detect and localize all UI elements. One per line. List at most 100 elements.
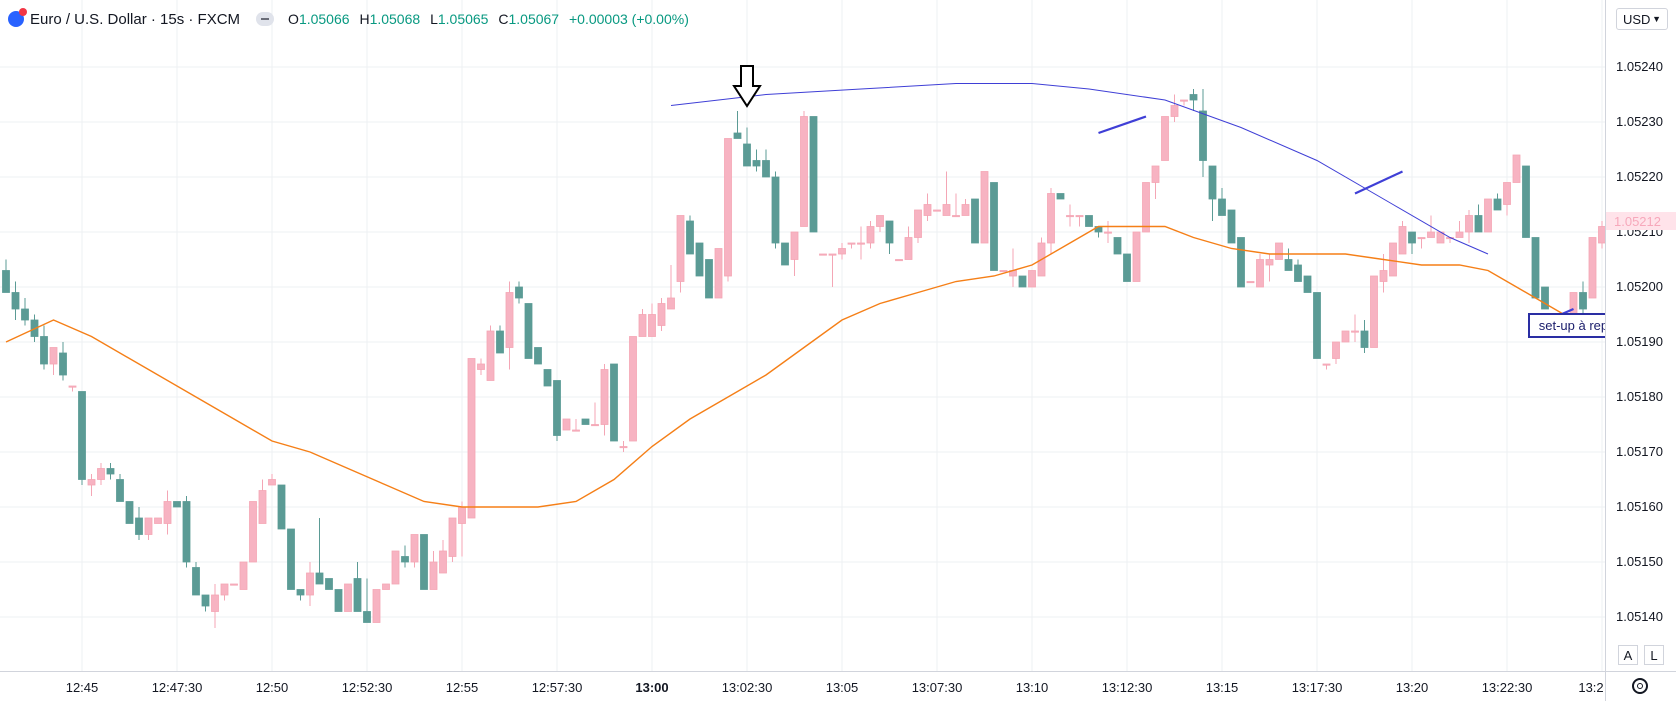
candle-body: [11, 292, 20, 310]
candle-body: [1085, 215, 1093, 227]
time-tick-label: 13:00: [635, 680, 669, 695]
candle-body: [1379, 270, 1388, 282]
candle-body: [610, 363, 618, 442]
log-scale-button[interactable]: L: [1644, 645, 1664, 665]
candle-body: [68, 385, 77, 388]
candle-body: [1531, 237, 1540, 299]
candle-body: [154, 517, 162, 524]
candle-body: [486, 330, 495, 381]
candle-body: [1104, 231, 1112, 234]
candle-body: [391, 550, 400, 585]
price-tick-label: 1.05220: [1616, 169, 1663, 184]
currency-select[interactable]: USD ▼: [1616, 8, 1668, 30]
candle-body: [334, 589, 343, 612]
symbol-title[interactable]: Euro / U.S. Dollar · 15s · FXCM: [30, 10, 241, 28]
candle-body: [1341, 330, 1350, 343]
candle-body: [543, 369, 552, 387]
candle-body: [211, 594, 219, 612]
candle-body: [1056, 193, 1065, 200]
ohlc-values: O1.05066 H1.05068 L1.05065 C1.05067 +0.0…: [288, 11, 689, 27]
time-tick-label: 13:10: [1015, 680, 1049, 695]
candle-body: [21, 308, 29, 321]
settings-gear-icon[interactable]: [1632, 678, 1648, 694]
candle-body: [866, 226, 875, 244]
candle-body: [1142, 182, 1150, 233]
candle-body: [505, 292, 514, 348]
candle-body: [1075, 215, 1084, 218]
candle-body: [638, 314, 647, 337]
candle-body: [562, 418, 571, 431]
candle-body: [885, 220, 894, 244]
high-label: H: [359, 11, 370, 27]
close-label: C: [498, 11, 509, 27]
candle-body: [315, 572, 324, 585]
chevron-down-icon: ▼: [1652, 14, 1661, 24]
candle-body: [1484, 198, 1492, 233]
candle-body: [999, 270, 1008, 273]
candle-body: [429, 561, 438, 590]
candle-body: [1208, 165, 1217, 200]
close-value: 1.05067: [508, 11, 560, 27]
price-axis[interactable]: USD ▼ 1.05240 1.05230 1.05220 1.05210 1.0520…: [1605, 0, 1676, 671]
hide-legend-icon[interactable]: [256, 12, 275, 26]
candle-body: [1047, 193, 1055, 244]
candle-body: [1474, 215, 1483, 233]
high-value: 1.05068: [369, 11, 421, 27]
candle-body: [819, 253, 827, 256]
candle-body: [125, 501, 134, 524]
candle-body: [904, 237, 913, 260]
time-axis[interactable]: 12:45 12:47:30 12:50 12:52:30 12:55 12:57:30 1…: [0, 671, 1605, 701]
candle-body: [1123, 253, 1131, 282]
auto-scale-button[interactable]: A: [1618, 645, 1638, 665]
candle-body: [1161, 116, 1169, 161]
candle-body: [743, 143, 751, 167]
candle-body: [961, 204, 970, 216]
candle-body: [401, 556, 409, 563]
price-tick-label: 1.05170: [1616, 444, 1663, 459]
candle-body: [1322, 363, 1331, 366]
candle-body: [657, 303, 666, 326]
candle-body: [800, 116, 808, 227]
candle-body: [1503, 182, 1511, 205]
change-value: +0.00003 (+0.00%): [568, 11, 689, 27]
candle-body: [59, 352, 67, 376]
price-tick-label: 1.05150: [1616, 554, 1663, 569]
candle-body: [838, 248, 846, 255]
open-label: O: [288, 11, 299, 27]
axis-corner[interactable]: [1605, 671, 1676, 701]
candle-body: [420, 534, 428, 590]
candle-body: [1218, 198, 1226, 216]
candle-body: [524, 303, 533, 359]
time-tick-label: 13:15: [1205, 680, 1239, 695]
candle-body: [220, 583, 229, 596]
time-tick-label: 12:55: [445, 680, 479, 695]
candle-body: [2, 270, 10, 293]
candle-body: [629, 336, 637, 442]
candle-body: [192, 567, 200, 596]
candle-body: [287, 528, 295, 590]
time-tick-label: 12:52:30: [341, 680, 393, 695]
candle-body: [581, 418, 590, 425]
candle-body: [1541, 286, 1549, 310]
moving-average-line: [5, 225, 1584, 508]
chart-area[interactable]: Euro / U.S. Dollar · 15s · FXCM O1.05066…: [0, 0, 1676, 671]
candle-body: [467, 358, 476, 519]
candle-body: [1398, 226, 1407, 255]
candlestick-chart[interactable]: [0, 0, 1676, 671]
candle-body: [1370, 275, 1378, 348]
candle-body: [1417, 237, 1426, 240]
time-tick-label: 13:22:30: [1481, 680, 1533, 695]
time-tick-label: 13:20: [1395, 680, 1429, 695]
candle-body: [1408, 231, 1416, 244]
candle-body: [933, 209, 941, 212]
price-tick-label: 1.05240: [1616, 59, 1663, 74]
candle-body: [648, 314, 656, 337]
candle-body: [410, 534, 419, 563]
candle-body: [591, 424, 599, 427]
time-tick-label: 12:50: [255, 680, 289, 695]
candle-body: [1389, 242, 1397, 277]
candle-body: [1465, 215, 1473, 233]
down-arrow-icon: [732, 65, 762, 108]
price-tick-label: 1.05160: [1616, 499, 1663, 514]
candle-body: [1028, 270, 1036, 288]
